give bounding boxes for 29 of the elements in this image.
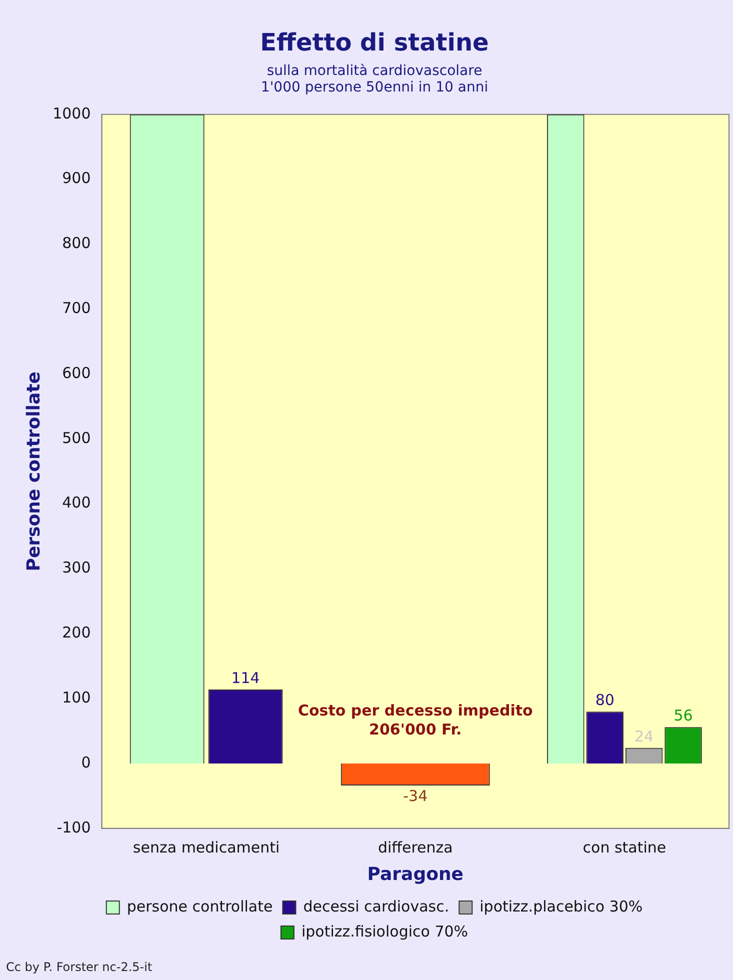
- y-tick-label: 600: [62, 364, 91, 382]
- x-tick-label: senza medicamenti: [132, 838, 280, 856]
- y-tick-label: -100: [56, 818, 91, 836]
- annotation: Costo per decesso impedito 206'000 Fr.: [298, 702, 533, 739]
- legend-label: decessi cardiovasc.: [303, 897, 450, 916]
- y-tick-label: 100: [62, 688, 91, 706]
- y-tick-label: 800: [62, 234, 91, 252]
- y-tick-label: 400: [62, 494, 91, 512]
- data-label: -34: [403, 786, 428, 805]
- y-tick-label: 300: [62, 558, 91, 577]
- y-tick-label: 1000: [52, 104, 91, 122]
- x-tick-label: con statine: [582, 838, 666, 856]
- y-tick-label: 900: [62, 169, 91, 188]
- y-axis-title: Persone controllate: [23, 372, 44, 572]
- chart-title: Effetto di statine: [260, 28, 489, 57]
- legend-label: ipotizz.placebico 30%: [480, 897, 643, 916]
- legend-label: ipotizz.fisiologico 70%: [301, 922, 468, 940]
- y-tick-label: 0: [81, 753, 91, 772]
- text: Cc by P. Forster nc-2.5-it: [6, 960, 152, 974]
- legend-label: persone controllate: [126, 897, 273, 916]
- x-tick-label: differenza: [378, 838, 453, 856]
- y-tick-label: 200: [62, 624, 91, 642]
- data-label: 114: [231, 668, 260, 687]
- y-tick-label: 700: [62, 299, 91, 318]
- chart-subtitle: sulla mortalità cardiovascolare 1'000 persone 50enni in 10 anni: [260, 62, 488, 96]
- x-axis-title: Paragone: [367, 864, 464, 885]
- data-label: 80: [595, 690, 614, 709]
- data-label: 56: [674, 706, 693, 725]
- y-tick-label: 500: [62, 428, 91, 447]
